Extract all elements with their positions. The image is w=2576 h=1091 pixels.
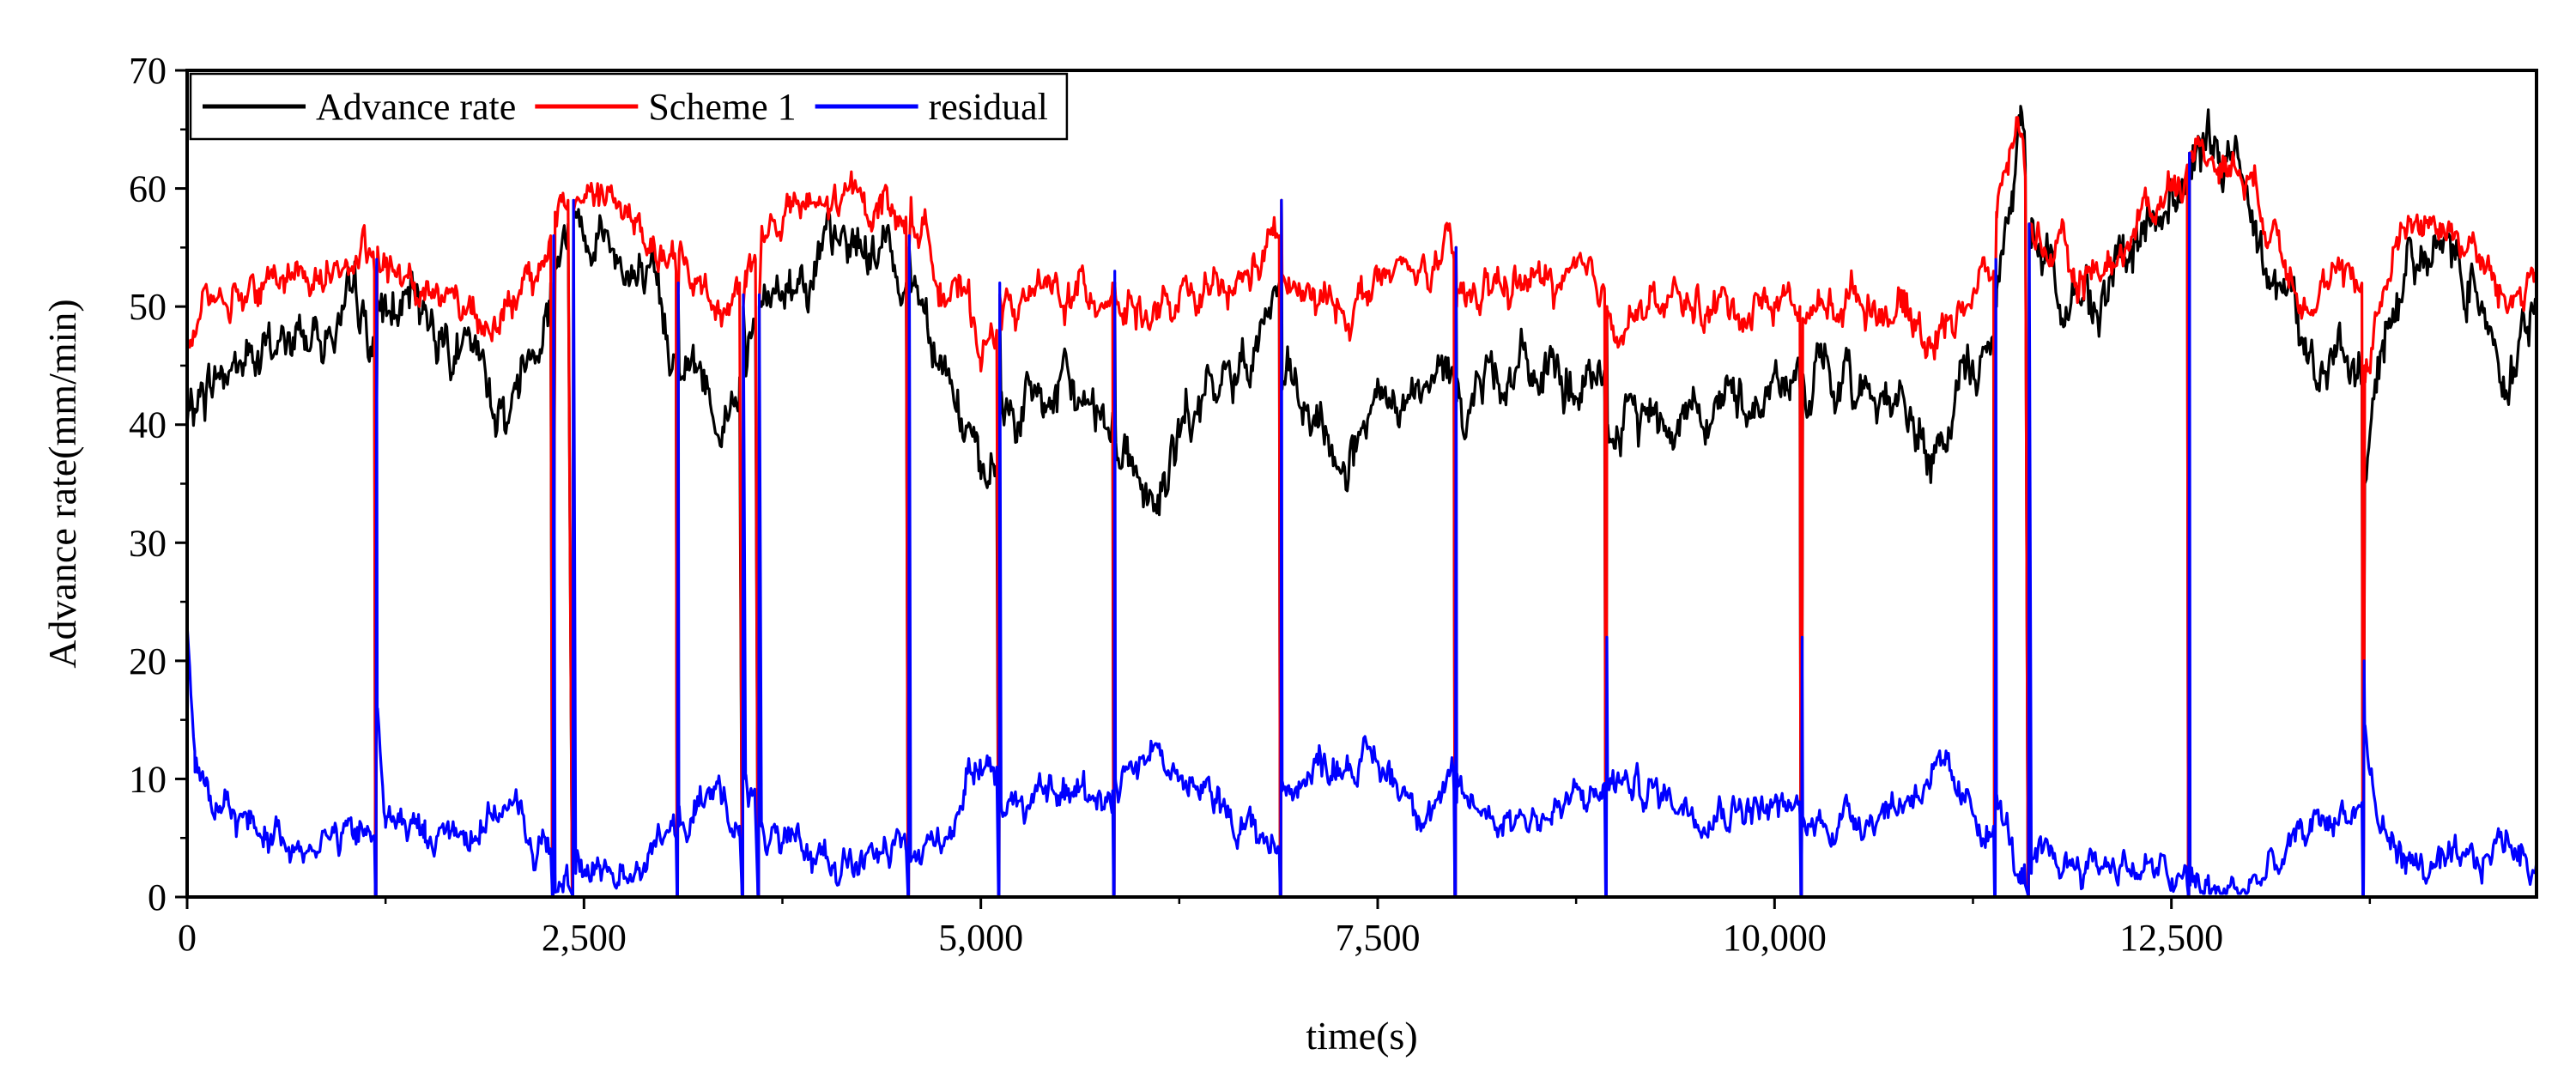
x-tick-label: 10,000 [1723, 917, 1827, 959]
series-line-scheme-1 [187, 116, 2537, 896]
y-axis-label: Advance rate(mm/min) [40, 299, 84, 668]
series-line-advance-rate [187, 105, 2537, 896]
x-tick-label: 12,500 [2119, 917, 2223, 959]
y-tick-label: 30 [129, 522, 167, 564]
y-tick-label: 70 [129, 50, 167, 92]
x-tick-label: 5,000 [938, 917, 1023, 959]
legend: Advance rate Scheme 1 residual [189, 72, 1069, 141]
x-axis-label: time(s) [1306, 1014, 1417, 1058]
y-tick-label: 60 [129, 168, 167, 210]
x-tick-label: 2,500 [542, 917, 627, 959]
axes: 0 10 20 30 40 50 60 70 0 2,500 5,000 7,500 10,000 12,… [129, 50, 2538, 959]
y-tick-label: 50 [129, 286, 167, 328]
y-tick-label: 40 [129, 404, 167, 446]
x-tick-label: 0 [178, 917, 197, 959]
legend-label-advance-rate: Advance rate [316, 86, 516, 128]
y-tick-label: 0 [148, 876, 167, 918]
x-tick-label: 7,500 [1335, 917, 1420, 959]
series-layer [187, 105, 2537, 896]
y-tick-label: 10 [129, 758, 167, 800]
legend-label-scheme-1: Scheme 1 [648, 86, 796, 128]
y-tick-label: 20 [129, 640, 167, 682]
legend-label-residual: residual [929, 86, 1048, 128]
series-line-residual [187, 151, 2537, 896]
